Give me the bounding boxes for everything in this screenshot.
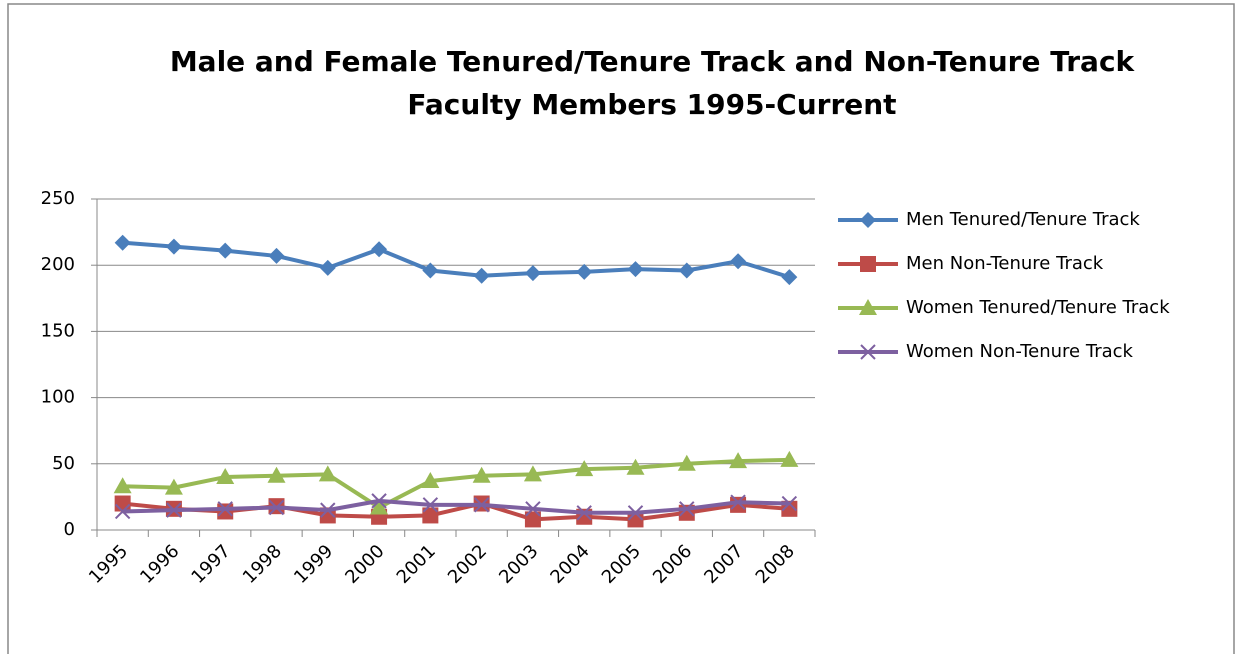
chart-frame — [7, 3, 1235, 654]
point-marker — [113, 477, 132, 494]
point-marker — [165, 238, 182, 255]
point-marker — [421, 472, 440, 489]
point-marker — [575, 460, 594, 477]
point-marker — [576, 263, 593, 280]
point-marker — [268, 247, 285, 264]
legend-marker — [860, 256, 876, 272]
point-marker — [216, 468, 235, 485]
point-marker — [627, 505, 644, 521]
y-tick-label: 100 — [41, 387, 75, 408]
point-marker — [524, 265, 541, 282]
point-marker — [781, 495, 798, 512]
point-marker — [472, 466, 491, 483]
point-marker — [576, 505, 592, 521]
point-marker — [422, 507, 439, 524]
point-marker — [268, 499, 285, 516]
point-marker — [114, 234, 131, 251]
point-marker — [318, 465, 337, 482]
point-marker — [371, 493, 387, 509]
y-tick-label: 200 — [41, 254, 75, 275]
point-marker — [473, 497, 490, 513]
legend-label: Women Tenured/Tenure Track — [906, 297, 1170, 318]
series-line — [122, 240, 790, 280]
point-marker — [679, 501, 695, 517]
y-tick-label: 150 — [41, 320, 75, 341]
point-marker — [524, 511, 541, 528]
legend-label: Men Tenured/Tenure Track — [906, 209, 1140, 230]
point-marker — [114, 503, 131, 520]
legend-marker — [860, 212, 876, 228]
point-marker — [267, 466, 286, 483]
point-marker — [422, 497, 439, 513]
chart-title: Male and Female Tenured/Tenure Track and… — [169, 45, 1135, 121]
point-marker — [626, 458, 645, 475]
point-marker — [730, 494, 746, 510]
point-marker — [217, 501, 233, 517]
point-marker — [217, 242, 234, 259]
point-marker — [164, 478, 183, 495]
y-tick-label: 250 — [41, 188, 75, 209]
series-line — [122, 457, 790, 510]
point-marker — [473, 267, 490, 284]
y-tick-label: 0 — [64, 519, 75, 540]
point-marker — [781, 269, 798, 286]
point-marker — [678, 262, 695, 279]
point-marker — [729, 452, 748, 469]
point-marker — [114, 495, 131, 512]
point-marker — [627, 261, 644, 278]
legend-label: Men Non-Tenure Track — [906, 253, 1104, 274]
point-marker — [422, 262, 439, 279]
point-marker — [677, 454, 696, 471]
point-marker — [166, 502, 182, 518]
legend-marker — [859, 299, 877, 315]
point-marker — [319, 259, 336, 276]
point-marker — [730, 253, 747, 270]
legend-label: Women Non-Tenure Track — [906, 341, 1134, 362]
point-marker — [320, 502, 336, 518]
legend-marker — [860, 344, 876, 360]
point-marker — [217, 503, 234, 520]
y-tick-label: 50 — [52, 453, 75, 474]
point-marker — [371, 241, 388, 258]
series-line — [122, 498, 790, 515]
point-marker — [523, 465, 542, 482]
point-marker — [370, 498, 389, 515]
point-marker — [525, 501, 541, 517]
point-marker — [780, 450, 799, 467]
